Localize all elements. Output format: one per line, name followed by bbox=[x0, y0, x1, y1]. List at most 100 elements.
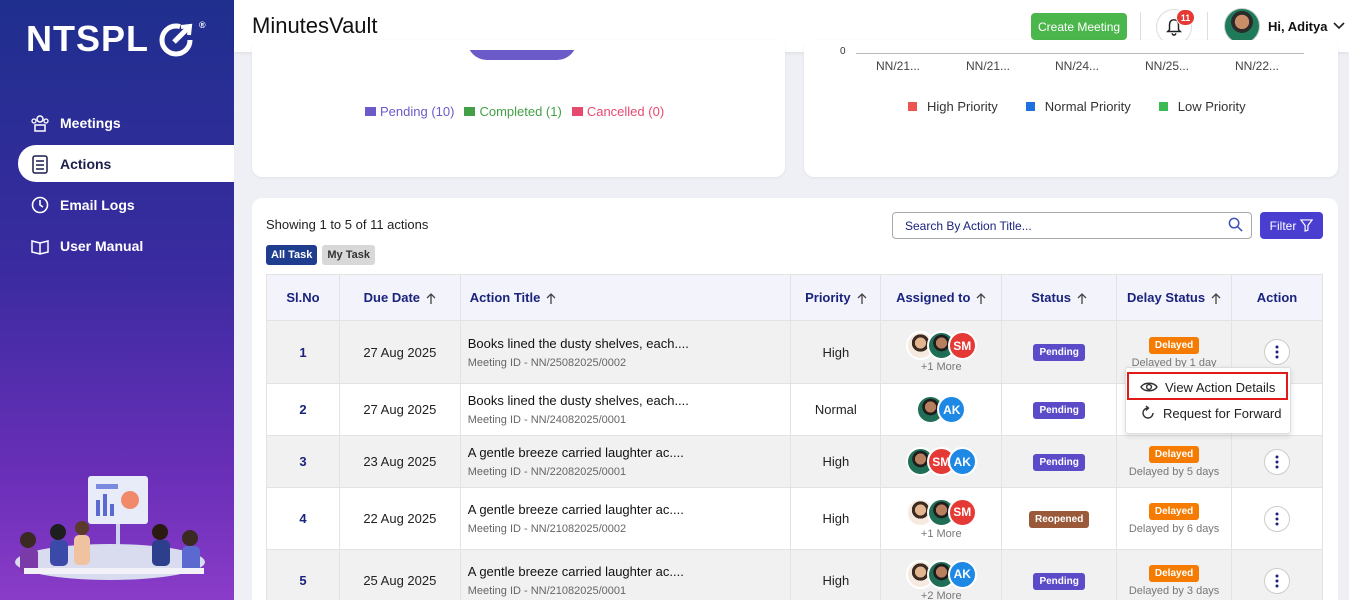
more-assignees[interactable]: +1 More bbox=[920, 361, 962, 373]
menu-item-label: Request for Forward bbox=[1163, 405, 1282, 421]
meeting-illustration bbox=[15, 476, 205, 580]
legend-item-pending[interactable]: Pending (10) bbox=[365, 104, 454, 119]
priority-legend: High Priority Normal Priority Low Priori… bbox=[908, 99, 1246, 114]
column-header-label: Delay Status bbox=[1127, 290, 1206, 305]
header-divider bbox=[1207, 12, 1208, 42]
column-header-due-date[interactable]: Due Date bbox=[338, 274, 461, 321]
sidebar-item-label: Meetings bbox=[60, 114, 121, 131]
cell-sl-no: 1 bbox=[266, 320, 340, 384]
delay-badge: Delayed bbox=[1148, 336, 1200, 354]
y-tick-label: 0 bbox=[840, 46, 846, 57]
column-header-status[interactable]: Status bbox=[1001, 274, 1118, 321]
cell-sl-no: 3 bbox=[266, 435, 340, 488]
status-badge: Pending bbox=[1033, 572, 1085, 590]
meeting-id: Meeting ID - NN/21082025/0002 bbox=[467, 523, 627, 535]
cell-due-date: 27 Aug 2025 bbox=[338, 320, 461, 384]
cell-status: Pending bbox=[1001, 435, 1118, 488]
delay-badge: Delayed bbox=[1148, 446, 1200, 463]
notifications-button[interactable]: 11 bbox=[1156, 9, 1195, 45]
cell-action-title[interactable]: A gentle breeze carried laughter ac.... … bbox=[459, 435, 792, 488]
table-row[interactable]: 4 22 Aug 2025 A gentle breeze carried la… bbox=[266, 487, 1323, 550]
cell-delay-status: Delayed Delayed by 3 days bbox=[1116, 549, 1233, 600]
legend-item-low[interactable]: Low Priority bbox=[1158, 99, 1246, 114]
avatar: AK bbox=[947, 559, 977, 589]
search-input[interactable] bbox=[892, 212, 1252, 239]
column-header-assigned-to[interactable]: Assigned to bbox=[880, 274, 1003, 321]
cell-action bbox=[1231, 549, 1323, 600]
cell-action-title[interactable]: A gentle breeze carried laughter ac.... … bbox=[459, 487, 792, 550]
row-menu-button[interactable] bbox=[1264, 339, 1290, 365]
create-meeting-button[interactable]: Create Meeting bbox=[1031, 13, 1128, 40]
filter-icon bbox=[1300, 219, 1314, 232]
avatar: AK bbox=[947, 447, 977, 476]
sort-arrow-icon bbox=[1211, 292, 1221, 304]
cell-due-date: 27 Aug 2025 bbox=[338, 383, 461, 436]
notification-badge: 11 bbox=[1176, 9, 1195, 26]
row-menu-button[interactable] bbox=[1264, 448, 1290, 475]
action-title: Books lined the dusty shelves, each.... bbox=[467, 393, 689, 408]
legend-swatch bbox=[1025, 102, 1035, 111]
action-title: A gentle breeze carried laughter ac.... bbox=[467, 445, 684, 460]
legend-label: Cancelled (0) bbox=[586, 104, 665, 119]
cell-action bbox=[1231, 487, 1323, 550]
column-header-priority[interactable]: Priority bbox=[790, 274, 882, 321]
x-tick-label: NN/22... bbox=[1235, 59, 1280, 73]
pie-mask bbox=[452, 40, 592, 50]
legend-item-cancelled[interactable]: Cancelled (0) bbox=[571, 104, 665, 119]
column-header-action: Action bbox=[1231, 274, 1323, 321]
tab-my-task[interactable]: My Task bbox=[322, 245, 375, 265]
priority-bar-chart: 0 NN/21... NN/21... NN/24... NN/25... NN… bbox=[804, 40, 1338, 90]
menu-item-label: View Action Details bbox=[1165, 379, 1276, 395]
column-header-delay-status[interactable]: Delay Status bbox=[1116, 274, 1233, 321]
legend-label: High Priority bbox=[927, 99, 998, 114]
table-row[interactable]: 5 25 Aug 2025 A gentle breeze carried la… bbox=[266, 549, 1323, 600]
actions-table: Sl.No Due Date Action Title Priority Ass… bbox=[266, 274, 1323, 600]
cell-action bbox=[1231, 435, 1323, 488]
cell-action-title[interactable]: Books lined the dusty shelves, each.... … bbox=[459, 383, 792, 436]
brand-logo[interactable]: NTSPL ® bbox=[26, 18, 207, 60]
table-row[interactable]: 3 23 Aug 2025 A gentle breeze carried la… bbox=[266, 435, 1323, 488]
filter-button[interactable]: Filter bbox=[1260, 212, 1323, 239]
column-header-label: Sl.No bbox=[286, 290, 320, 305]
cell-action-title[interactable]: A gentle breeze carried laughter ac.... … bbox=[459, 549, 792, 600]
app-title: MinutesVault bbox=[252, 13, 378, 38]
cell-sl-no: 2 bbox=[266, 383, 340, 436]
column-header-label: Priority bbox=[805, 290, 851, 305]
legend-item-high[interactable]: High Priority bbox=[908, 99, 998, 114]
legend-item-normal[interactable]: Normal Priority bbox=[1025, 99, 1131, 114]
menu-item-request-for-forward[interactable]: Request for Forward bbox=[1126, 400, 1282, 426]
sidebar-item-user-manual[interactable]: User Manual bbox=[0, 227, 234, 264]
assignee-avatars: AK bbox=[881, 559, 1001, 589]
more-assignees[interactable]: +1 More bbox=[920, 527, 962, 540]
more-vertical-icon bbox=[1275, 455, 1279, 468]
meeting-id: Meeting ID - NN/22082025/0001 bbox=[467, 466, 627, 478]
search-icon[interactable] bbox=[1228, 217, 1243, 232]
row-menu-button[interactable] bbox=[1264, 567, 1290, 594]
assignee-avatars: SM bbox=[881, 331, 1001, 360]
row-menu-button[interactable] bbox=[1264, 505, 1290, 532]
legend-item-completed[interactable]: Completed (1) bbox=[464, 104, 562, 119]
status-badge: Pending bbox=[1033, 344, 1085, 361]
tab-all-task[interactable]: All Task bbox=[266, 245, 318, 265]
sidebar-item-actions[interactable]: Actions bbox=[18, 145, 234, 182]
sidebar-item-meetings[interactable]: Meetings bbox=[0, 104, 234, 141]
assignee-avatars: SM AK bbox=[881, 447, 1001, 476]
action-title: A gentle breeze carried laughter ac.... bbox=[467, 564, 684, 579]
cell-status: Pending bbox=[1001, 383, 1118, 436]
menu-item-view-action-details[interactable]: View Action Details bbox=[1126, 374, 1275, 400]
column-header-action-title[interactable]: Action Title bbox=[459, 274, 792, 321]
row-context-menu: View Action Details Request for Forward bbox=[1125, 367, 1291, 434]
cell-priority: High bbox=[790, 435, 882, 488]
x-tick-label: NN/21... bbox=[876, 59, 921, 73]
logo-mark-icon bbox=[159, 23, 193, 57]
user-greeting: Hi, Aditya bbox=[1268, 18, 1328, 34]
more-assignees[interactable]: +2 More bbox=[920, 589, 962, 600]
cell-action-title[interactable]: Books lined the dusty shelves, each.... … bbox=[459, 320, 792, 384]
column-header-label: Status bbox=[1031, 290, 1072, 305]
column-header-label: Action Title bbox=[469, 290, 541, 305]
x-tick-label: NN/24... bbox=[1055, 59, 1100, 73]
user-menu[interactable]: Hi, Aditya bbox=[1224, 8, 1346, 44]
legend-label: Pending (10) bbox=[380, 104, 455, 119]
sidebar-item-email-logs[interactable]: Email Logs bbox=[0, 186, 234, 223]
status-badge: Pending bbox=[1033, 401, 1085, 419]
